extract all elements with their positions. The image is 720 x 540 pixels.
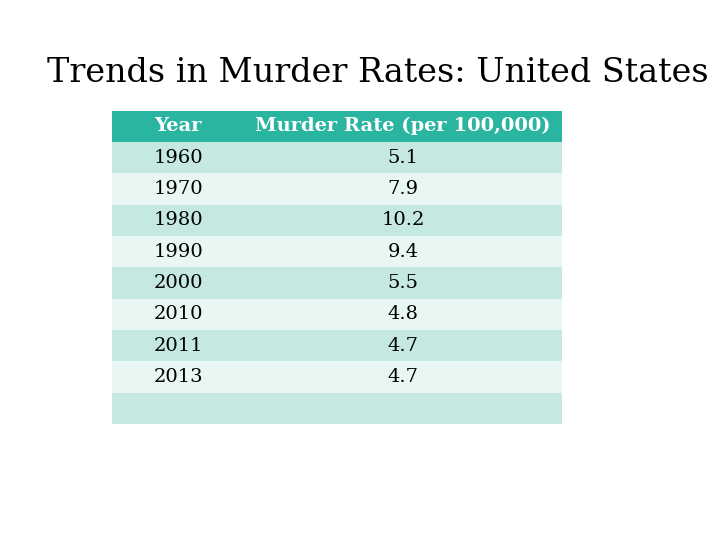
- Bar: [112, 205, 245, 236]
- Text: 9.4: 9.4: [387, 242, 419, 261]
- Bar: [112, 236, 245, 267]
- Bar: [112, 142, 245, 173]
- Bar: [245, 205, 562, 236]
- Bar: [245, 330, 562, 361]
- Text: 1970: 1970: [153, 180, 203, 198]
- Text: 1980: 1980: [153, 211, 203, 230]
- Bar: [112, 330, 245, 361]
- Bar: [112, 267, 245, 299]
- Text: Trends in Murder Rates: United States: Trends in Murder Rates: United States: [47, 57, 708, 89]
- Bar: [112, 111, 245, 142]
- Text: 4.8: 4.8: [387, 305, 419, 323]
- Text: 2010: 2010: [153, 305, 203, 323]
- Bar: [245, 111, 562, 142]
- Bar: [245, 173, 562, 205]
- Text: 4.7: 4.7: [387, 368, 419, 386]
- Text: Year: Year: [155, 117, 202, 136]
- Text: 1960: 1960: [153, 148, 203, 167]
- Bar: [245, 142, 562, 173]
- Bar: [112, 173, 245, 205]
- Text: 1990: 1990: [153, 242, 203, 261]
- Text: 2013: 2013: [153, 368, 203, 386]
- Bar: [245, 299, 562, 330]
- Bar: [245, 393, 562, 424]
- Text: 5.5: 5.5: [387, 274, 419, 292]
- Bar: [112, 393, 245, 424]
- Bar: [112, 361, 245, 393]
- Text: 2000: 2000: [153, 274, 203, 292]
- Text: Murder Rate (per 100,000): Murder Rate (per 100,000): [256, 117, 551, 136]
- Bar: [245, 267, 562, 299]
- Text: 10.2: 10.2: [382, 211, 425, 230]
- Text: 2011: 2011: [153, 336, 203, 355]
- Bar: [245, 361, 562, 393]
- Text: 5.1: 5.1: [387, 148, 419, 167]
- Bar: [112, 299, 245, 330]
- Text: 4.7: 4.7: [387, 336, 419, 355]
- Bar: [245, 236, 562, 267]
- Text: 7.9: 7.9: [387, 180, 419, 198]
